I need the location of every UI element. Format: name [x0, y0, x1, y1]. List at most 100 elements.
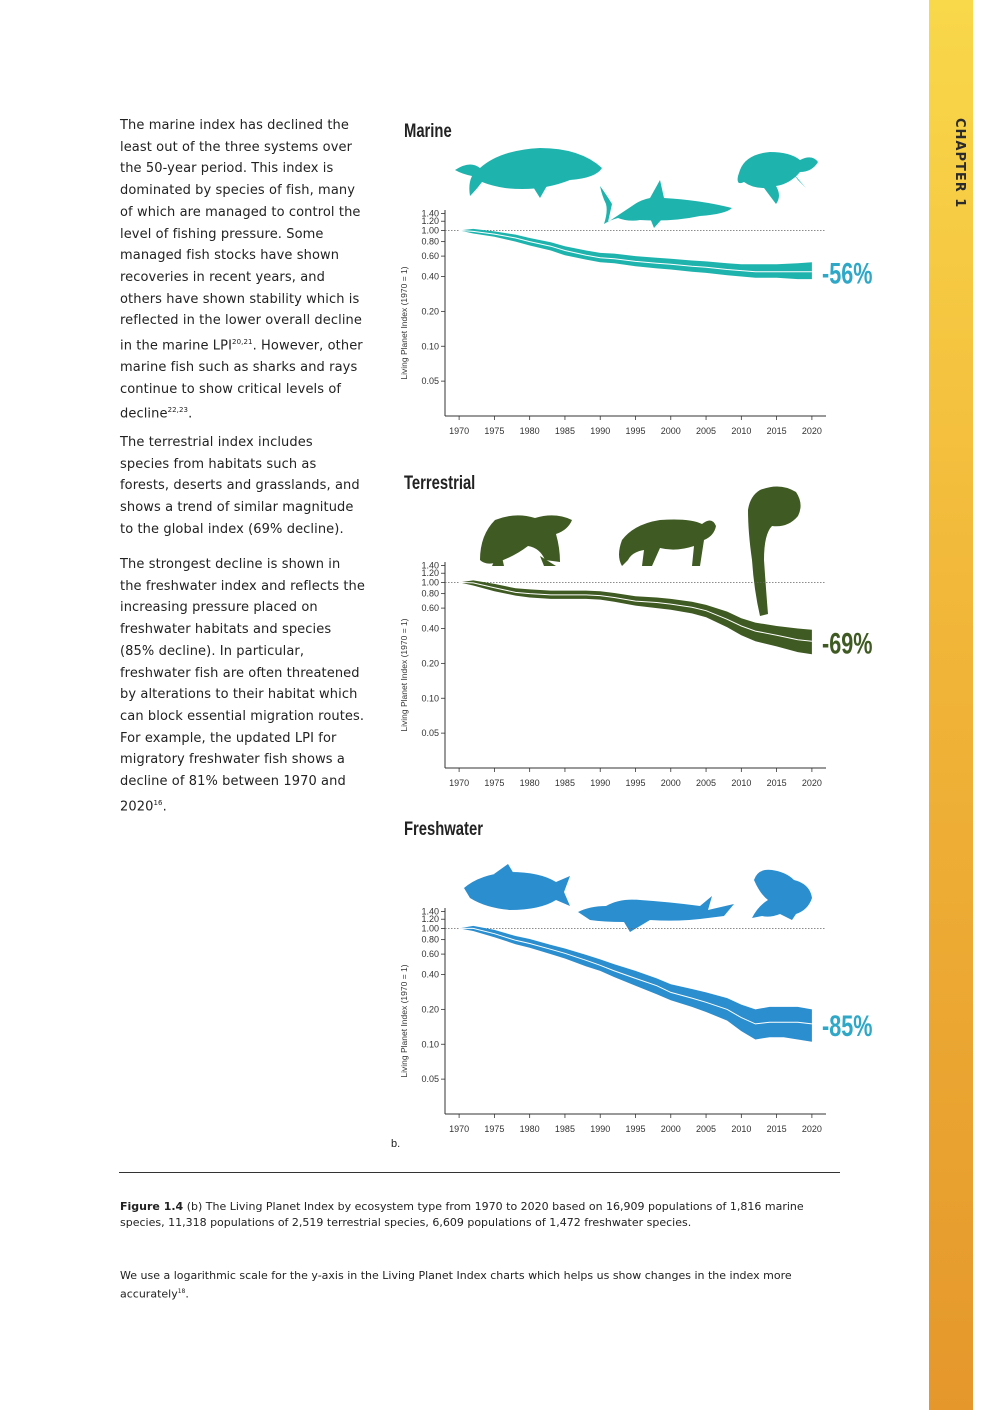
x-tick-label: 2005 [696, 426, 716, 436]
marine-paragraph: The marine index has declined the least … [120, 115, 365, 426]
footnote-ref: 18 [177, 1288, 186, 1295]
chart-title: Terrestrial [404, 472, 475, 493]
y-tick-label: 1.40 [421, 906, 439, 916]
y-tick-label: 1.00 [421, 923, 439, 933]
chart-marine: Marine 1.401.201.00 0.80 0.60 0.40 0.20 0.10 0.… [399, 120, 872, 436]
change-label: -56% [822, 256, 872, 290]
x-tick-label: 1990 [590, 778, 610, 788]
confidence-band [459, 228, 812, 280]
y-tick-label: 1.00 [421, 577, 439, 587]
y-tick-label: 0.20 [421, 1004, 439, 1014]
change-label: -69% [822, 626, 872, 660]
x-tick-label: 1995 [625, 1124, 645, 1134]
shark-icon [600, 180, 732, 228]
marine-paragraph-text-2: . However, other marine fish such as sha… [120, 338, 363, 422]
y-axis-label: Living Planet Index (1970 = 1) [399, 266, 409, 379]
caption-text: (b) The Living Planet Index by ecosystem… [120, 1200, 804, 1229]
footnote-text: We use a logarithmic scale for the y-axi… [120, 1269, 792, 1301]
y-tick-label: 1.40 [421, 208, 439, 218]
whale-icon [455, 148, 602, 198]
x-tick-label: 2015 [767, 426, 787, 436]
x-tick-label: 2000 [661, 426, 681, 436]
turtle-icon [737, 152, 818, 204]
x-tick-label: 1970 [449, 778, 469, 788]
y-tick-label: 0.40 [421, 624, 439, 634]
y-tick-label: 0.40 [421, 272, 439, 282]
x-tick-label: 1985 [555, 426, 575, 436]
y-tick-label: 0.60 [421, 949, 439, 959]
terrestrial-paragraph: The terrestrial index includes species f… [120, 435, 360, 537]
y-tick-label: 0.80 [421, 935, 439, 945]
marine-ref-2: 22,23 [167, 406, 189, 415]
y-tick-label: 0.05 [421, 1074, 439, 1084]
x-tick-label: 2020 [802, 1124, 822, 1134]
footnote-end: . [185, 1287, 189, 1301]
x-tick-label: 2005 [696, 778, 716, 788]
x-tick-label: 1985 [555, 1124, 575, 1134]
freshwater-ref: 16 [153, 798, 163, 807]
y-tick-label: 0.80 [421, 589, 439, 599]
chart-title: Freshwater [404, 818, 483, 839]
x-tick-label: 2010 [731, 426, 751, 436]
x-tick-label: 2010 [731, 778, 751, 788]
index-line [459, 927, 812, 1025]
confidence-band [459, 925, 812, 1042]
marine-ref-1: 20,21 [232, 338, 253, 347]
x-tick-label: 1980 [520, 426, 540, 436]
marine-paragraph-text-1: The marine index has declined the least … [120, 118, 362, 354]
y-tick-label: 0.20 [421, 658, 439, 668]
y-tick-label: 1.00 [421, 225, 439, 235]
chapter-label: CHAPTER 1 [952, 118, 967, 209]
y-tick-label: 0.05 [421, 728, 439, 738]
x-tick-label: 1985 [555, 778, 575, 788]
monkey-icon [748, 486, 801, 616]
y-tick-label: 1.20 [421, 568, 439, 578]
freshwater-paragraph-text-1: The strongest decline is shown in the fr… [120, 557, 365, 815]
x-tick-label: 1995 [625, 426, 645, 436]
x-tick-label: 2020 [802, 778, 822, 788]
frog-icon [752, 869, 812, 920]
y-tick-label: 1.40 [421, 560, 439, 570]
sturgeon-icon [578, 896, 734, 932]
y-tick-label: 1.20 [421, 216, 439, 226]
y-tick-label: 0.80 [421, 237, 439, 247]
x-tick-label: 2015 [767, 778, 787, 788]
marine-paragraph-text-3: . [188, 406, 193, 422]
x-tick-label: 2005 [696, 1124, 716, 1134]
freshwater-paragraph: The strongest decline is shown in the fr… [120, 554, 365, 818]
freshwater-paragraph-text-2: . [162, 799, 167, 815]
y-tick-label: 0.05 [421, 376, 439, 386]
x-tick-label: 1975 [484, 426, 504, 436]
index-line [459, 581, 812, 642]
x-tick-label: 1970 [449, 426, 469, 436]
iguana-icon [480, 515, 572, 566]
y-tick-label: 0.10 [421, 1039, 439, 1049]
chart-freshwater: Freshwater 1.401.201.00 0.80 0.60 0.40 0.20 0.… [399, 818, 872, 1134]
figure-caption: Figure 1.4 (b) The Living Planet Index b… [120, 1199, 820, 1231]
y-tick-label: 0.10 [421, 341, 439, 351]
x-tick-label: 2020 [802, 426, 822, 436]
y-tick-label: 0.10 [421, 693, 439, 703]
x-tick-label: 2015 [767, 1124, 787, 1134]
y-tick-label: 0.60 [421, 251, 439, 261]
chart-terrestrial: Terrestrial 1.401.201.00 0.80 0.60 0.40 0.20 0… [399, 472, 872, 788]
y-tick-label: 0.40 [421, 970, 439, 980]
x-tick-label: 1990 [590, 1124, 610, 1134]
x-tick-label: 1990 [590, 426, 610, 436]
x-tick-label: 1970 [449, 1124, 469, 1134]
y-axis-label: Living Planet Index (1970 = 1) [399, 964, 409, 1077]
log-scale-footnote: We use a logarithmic scale for the y-axi… [120, 1268, 820, 1303]
caption-label: Figure 1.4 [120, 1200, 184, 1213]
x-tick-label: 1975 [484, 1124, 504, 1134]
chapter-sidebar: CHAPTER 1 [929, 0, 973, 1410]
chart-title: Marine [404, 120, 452, 141]
y-tick-label: 0.20 [421, 306, 439, 316]
y-axis-label: Living Planet Index (1970 = 1) [399, 618, 409, 731]
caption-divider [119, 1172, 840, 1173]
figure-label: b. [391, 1138, 401, 1150]
y-tick-label: 0.60 [421, 603, 439, 613]
x-tick-label: 1980 [520, 778, 540, 788]
x-tick-label: 2000 [661, 778, 681, 788]
y-tick-label: 1.20 [421, 914, 439, 924]
x-tick-label: 1995 [625, 778, 645, 788]
